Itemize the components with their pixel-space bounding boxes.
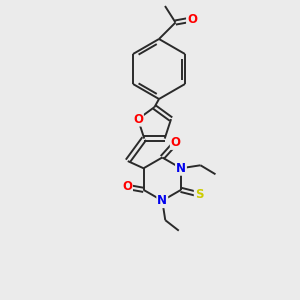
Text: O: O: [187, 13, 197, 26]
Text: O: O: [171, 136, 181, 149]
Text: O: O: [133, 112, 143, 126]
Text: N: N: [176, 162, 186, 175]
Text: S: S: [195, 188, 203, 201]
Text: N: N: [157, 194, 167, 207]
Text: O: O: [122, 180, 132, 194]
